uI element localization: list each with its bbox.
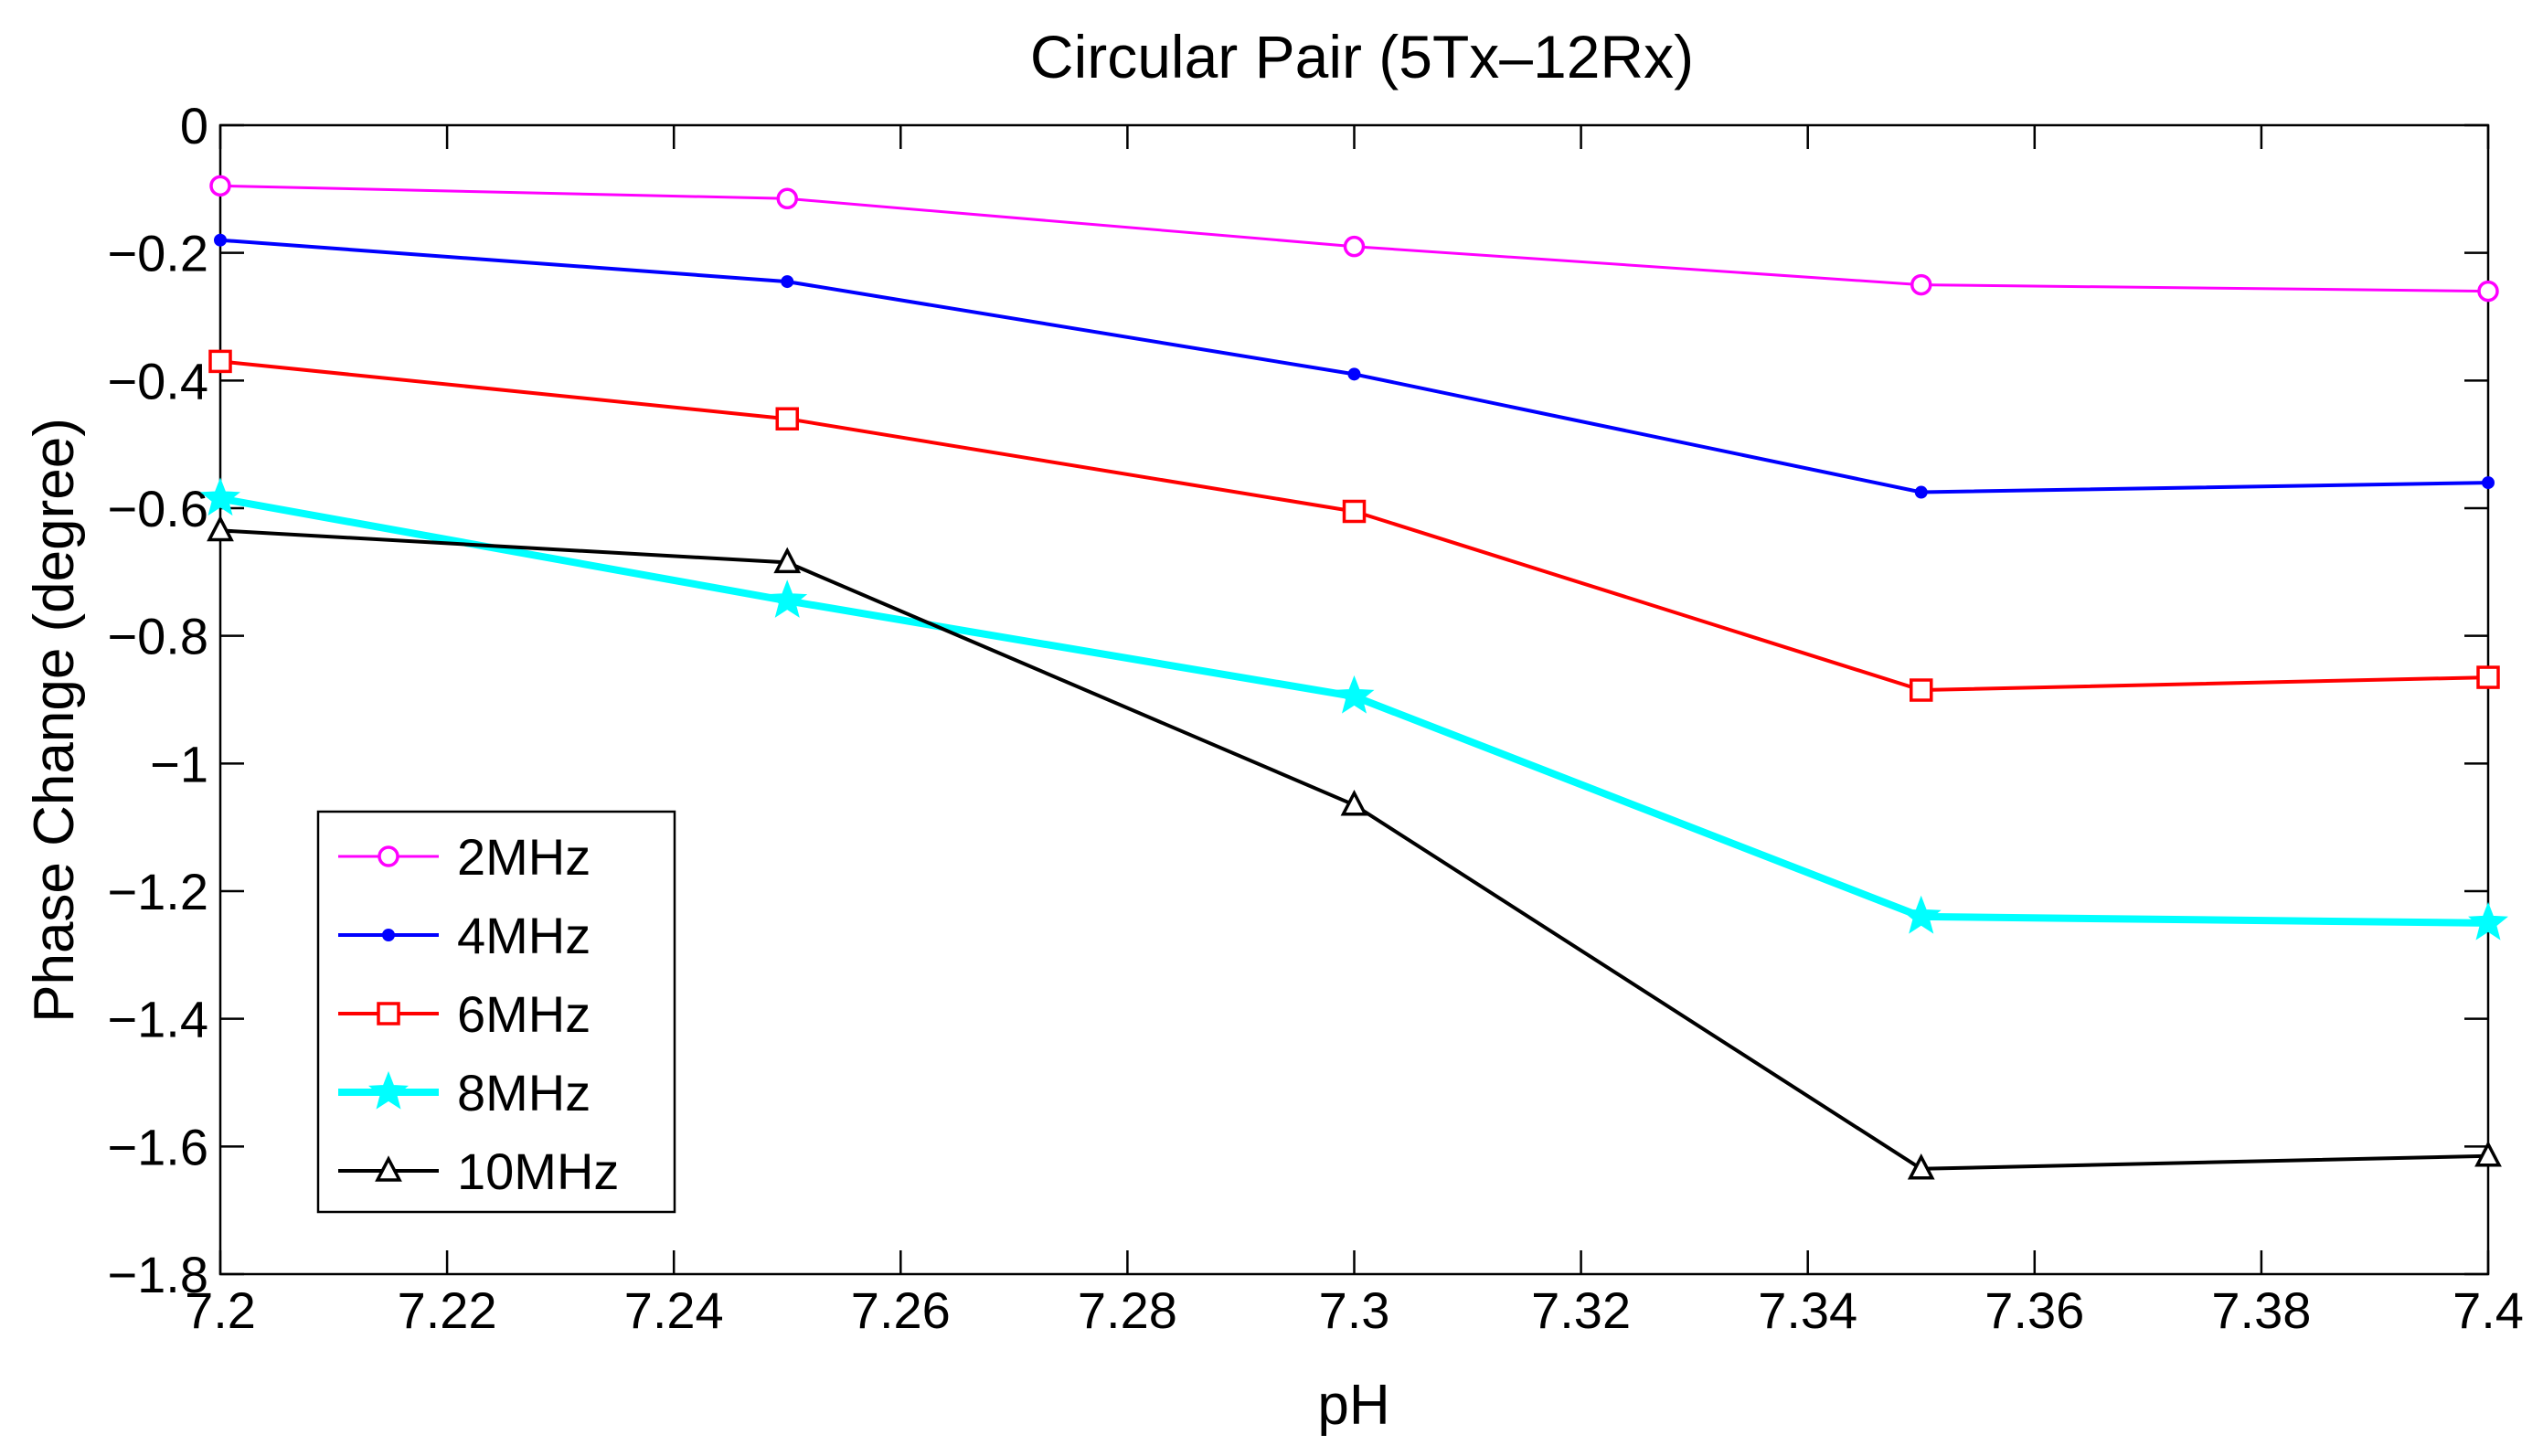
legend-label: 8MHz (457, 1064, 591, 1121)
data-point-10MHz (2474, 1141, 2502, 1167)
x-tick-label: 7.24 (624, 1281, 724, 1339)
data-point-4MHz (214, 233, 227, 247)
legend-swatch-marker (382, 929, 395, 941)
data-point-8MHz (1334, 675, 1375, 714)
legend-item-8MHz: 8MHz (338, 1064, 591, 1121)
data-point-6MHz (2476, 665, 2500, 689)
legend-label: 4MHz (457, 907, 591, 964)
data-point-10MHz (1907, 1153, 1935, 1180)
x-tick-label: 7.38 (2211, 1281, 2311, 1339)
x-tick-label: 7.28 (1078, 1281, 1177, 1339)
x-tick-label: 7.32 (1531, 1281, 1631, 1339)
series-2MHz (209, 175, 2499, 303)
data-point-6MHz (775, 407, 799, 430)
legend-swatch-marker (368, 1070, 409, 1110)
data-point-6MHz (208, 349, 232, 374)
x-tick-label: 7.2 (185, 1281, 256, 1339)
data-point-4MHz (781, 275, 794, 289)
legend-swatch-marker (375, 1155, 402, 1182)
legend-swatch-marker (378, 845, 399, 867)
y-tick-label: 0 (180, 97, 208, 154)
data-point-6MHz (1910, 678, 1933, 702)
data-point-8MHz (2468, 901, 2508, 941)
data-point-2MHz (1343, 235, 1366, 258)
x-tick-label: 7.4 (2453, 1281, 2524, 1339)
y-tick-label: −1.4 (107, 991, 208, 1048)
y-tick-label: −0.8 (107, 608, 208, 665)
y-tick-label: −1.6 (107, 1118, 208, 1175)
data-point-2MHz (2477, 280, 2499, 303)
data-point-10MHz (207, 515, 234, 542)
data-point-8MHz (767, 579, 808, 618)
data-point-4MHz (1347, 367, 1361, 381)
y-tick-label: −0.2 (107, 225, 208, 282)
y-tick-label: −1.2 (107, 863, 208, 920)
series-line-4MHz (219, 238, 2489, 494)
data-point-8MHz (200, 477, 240, 516)
data-point-2MHz (209, 175, 231, 197)
legend-label: 6MHz (457, 985, 591, 1043)
data-point-6MHz (1342, 499, 1367, 524)
legend-item-6MHz: 6MHz (338, 985, 591, 1043)
x-tick-label: 7.26 (851, 1281, 951, 1339)
x-tick-label: 7.22 (398, 1281, 497, 1339)
data-point-10MHz (773, 547, 802, 574)
data-point-2MHz (776, 187, 798, 210)
series-8MHz (200, 477, 2508, 941)
legend-label: 10MHz (457, 1142, 619, 1200)
chart-title: Circular Pair (5Tx–12Rx) (1030, 23, 1694, 90)
series-4MHz (214, 233, 2495, 499)
series-layer (200, 175, 2508, 1180)
x-tick-label: 7.3 (1319, 1281, 1390, 1339)
y-axis-ticks: 0 −0.2 −0.4 −0.6 −0.8 −1 −1.2 −1.4 −1.6 −1.8 (107, 97, 2488, 1303)
legend: 2MHz 4MHz 6MHz 8MHz 10MHz (316, 810, 676, 1214)
data-point-4MHz (2482, 476, 2495, 490)
legend-swatch-marker (377, 1002, 400, 1026)
data-point-8MHz (1900, 895, 1942, 934)
x-tick-label: 7.34 (1758, 1281, 1857, 1339)
series-10MHz (207, 515, 2502, 1180)
data-point-4MHz (1914, 485, 1928, 499)
y-tick-label: −1 (150, 735, 208, 792)
x-axis-label: pH (1317, 1374, 1389, 1437)
y-axis-label: Phase Change (degree) (23, 418, 86, 1023)
y-tick-label: −1.8 (107, 1246, 208, 1303)
x-axis-ticks: 7.2 7.22 7.24 7.26 7.28 7.3 7.32 7.34 7.36 7.38 7.… (185, 125, 2524, 1339)
x-tick-label: 7.36 (1984, 1281, 2084, 1339)
y-tick-label: −0.6 (107, 480, 208, 537)
legend-label: 2MHz (457, 828, 591, 886)
y-tick-label: −0.4 (107, 352, 208, 409)
data-point-10MHz (1340, 789, 1368, 816)
data-point-2MHz (1910, 273, 1932, 296)
series-line-6MHz (219, 359, 2489, 692)
legend-item-10MHz: 10MHz (338, 1142, 619, 1200)
series-6MHz (208, 349, 2500, 702)
legend-item-4MHz: 4MHz (338, 907, 591, 964)
legend-item-2MHz: 2MHz (338, 828, 591, 886)
